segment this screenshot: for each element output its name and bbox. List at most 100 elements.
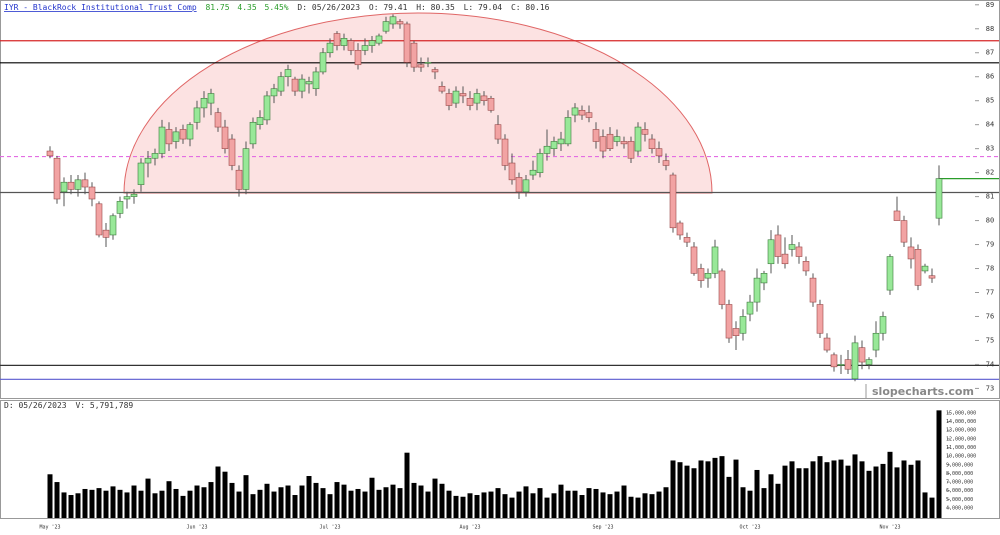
volume-bar xyxy=(47,474,53,518)
x-tick-label: May '23 xyxy=(39,525,60,531)
candle-body xyxy=(305,81,313,85)
candle-body xyxy=(221,126,229,149)
candle-body xyxy=(151,153,159,159)
candle-body xyxy=(95,203,103,236)
candle-body xyxy=(172,131,180,142)
candle-body xyxy=(228,138,236,166)
candle-body xyxy=(599,136,607,152)
candle-body xyxy=(466,98,474,106)
candle-body xyxy=(585,112,593,118)
volume-bar xyxy=(551,493,557,518)
ticker-title[interactable]: IYR - BlackRock Institutional Trust Comp xyxy=(4,3,197,12)
volume-bar xyxy=(628,496,634,518)
volume-tick-label: 15,000,000 xyxy=(946,410,976,416)
volume-bar xyxy=(187,490,193,518)
volume-tick-label: 14,000,000 xyxy=(946,419,976,425)
volume-bar xyxy=(138,490,144,518)
candle-body xyxy=(494,124,502,140)
candle-body xyxy=(326,42,334,54)
volume-tick-label: 7,000,000 xyxy=(946,480,973,486)
volume-bar xyxy=(817,456,823,518)
volume-bar xyxy=(649,494,655,518)
candle-body xyxy=(445,93,453,106)
volume-bar xyxy=(327,494,333,518)
volume-bar xyxy=(341,484,347,518)
candle-body xyxy=(725,304,733,339)
candle-body xyxy=(284,69,292,78)
x-tick-label: Oct '23 xyxy=(739,525,760,531)
volume-bar xyxy=(824,462,830,518)
volume-bar xyxy=(271,491,277,518)
volume-bar xyxy=(145,478,151,518)
volume-bar xyxy=(215,466,221,518)
volume-bar xyxy=(68,495,74,518)
volume-bar xyxy=(306,476,312,518)
candle-body xyxy=(732,328,740,336)
volume-bar xyxy=(418,485,424,518)
candle-body xyxy=(88,186,96,200)
volume-bar xyxy=(397,488,403,518)
candle-body xyxy=(473,93,481,104)
candle-body xyxy=(529,169,537,176)
volume-bar xyxy=(803,468,809,518)
volume-bar xyxy=(425,491,431,518)
y-tick-label: 87 xyxy=(986,49,994,57)
candle-body xyxy=(809,277,817,303)
volume-bar xyxy=(810,461,816,518)
candle-body xyxy=(389,16,397,25)
volume-bar xyxy=(915,460,921,518)
volume-bar xyxy=(278,487,284,518)
candle-body xyxy=(46,150,54,157)
candle-body xyxy=(690,246,698,274)
candle-body xyxy=(242,148,250,190)
change-pct: 5.45% xyxy=(265,3,289,12)
candle-body xyxy=(921,265,929,272)
candle-body xyxy=(641,129,649,135)
y-tick-label: 83 xyxy=(986,145,994,153)
volume-bar xyxy=(593,488,599,518)
header-close: C: 80.16 xyxy=(511,3,550,12)
y-tick-label: 78 xyxy=(986,265,994,273)
candle-body xyxy=(711,246,719,274)
volume-bar xyxy=(880,463,886,518)
volume-tick-label: 10,000,000 xyxy=(946,454,976,460)
volume-bar xyxy=(894,467,900,518)
volume-bar xyxy=(642,493,648,518)
volume-bar xyxy=(369,477,375,518)
volume-bar xyxy=(845,465,851,518)
volume-bar xyxy=(873,466,879,518)
volume-bar xyxy=(929,497,935,518)
volume-bar xyxy=(922,492,928,518)
candle-body xyxy=(165,129,173,145)
candle-body xyxy=(774,234,782,257)
volume-bar xyxy=(502,494,508,518)
volume-bar xyxy=(614,491,620,518)
candle-body xyxy=(102,229,110,238)
volume-bar xyxy=(229,482,235,518)
y-tick-label: 76 xyxy=(986,312,994,320)
candle-body xyxy=(697,268,705,281)
candle-body xyxy=(249,121,257,145)
volume-bar xyxy=(243,475,249,518)
candle-body xyxy=(431,69,439,73)
header: IYR - BlackRock Institutional Trust Comp… xyxy=(4,3,550,12)
volume-bar xyxy=(754,469,760,518)
volume-bar xyxy=(474,495,480,518)
x-tick-label: Aug '23 xyxy=(459,525,480,531)
candle-body xyxy=(886,256,894,291)
volume-bar xyxy=(733,459,739,518)
volume-bar xyxy=(908,464,914,518)
volume-bar xyxy=(509,497,515,518)
candle-body xyxy=(508,162,516,181)
volume-bar xyxy=(530,493,536,518)
volume-bar xyxy=(334,482,340,518)
y-tick-label: 88 xyxy=(986,25,994,33)
header-high: H: 80.35 xyxy=(416,3,455,12)
volume-bar xyxy=(376,489,382,518)
candle-body xyxy=(816,304,824,334)
candle-body xyxy=(746,301,754,315)
candle-body xyxy=(578,109,586,116)
volume-bar xyxy=(663,487,669,518)
volume-bar xyxy=(516,491,522,518)
candle-body xyxy=(907,246,915,260)
